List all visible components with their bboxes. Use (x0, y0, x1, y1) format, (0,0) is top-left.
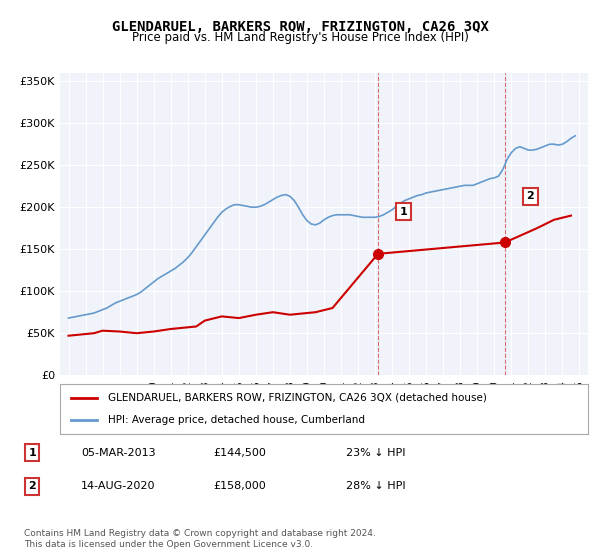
Text: Contains HM Land Registry data © Crown copyright and database right 2024.
This d: Contains HM Land Registry data © Crown c… (24, 529, 376, 549)
Text: 28% ↓ HPI: 28% ↓ HPI (346, 481, 406, 491)
Text: 1: 1 (400, 207, 407, 217)
Text: GLENDARUEL, BARKERS ROW, FRIZINGTON, CA26 3QX (detached house): GLENDARUEL, BARKERS ROW, FRIZINGTON, CA2… (107, 393, 487, 403)
Text: GLENDARUEL, BARKERS ROW, FRIZINGTON, CA26 3QX: GLENDARUEL, BARKERS ROW, FRIZINGTON, CA2… (112, 20, 488, 34)
Text: 14-AUG-2020: 14-AUG-2020 (81, 481, 155, 491)
Text: 05-MAR-2013: 05-MAR-2013 (81, 448, 156, 458)
Text: 23% ↓ HPI: 23% ↓ HPI (346, 448, 406, 458)
Text: £144,500: £144,500 (214, 448, 266, 458)
Text: HPI: Average price, detached house, Cumberland: HPI: Average price, detached house, Cumb… (107, 415, 365, 425)
Text: 1: 1 (28, 448, 36, 458)
Text: £158,000: £158,000 (214, 481, 266, 491)
Text: 2: 2 (28, 481, 36, 491)
Text: 2: 2 (527, 192, 535, 201)
Text: Price paid vs. HM Land Registry's House Price Index (HPI): Price paid vs. HM Land Registry's House … (131, 31, 469, 44)
